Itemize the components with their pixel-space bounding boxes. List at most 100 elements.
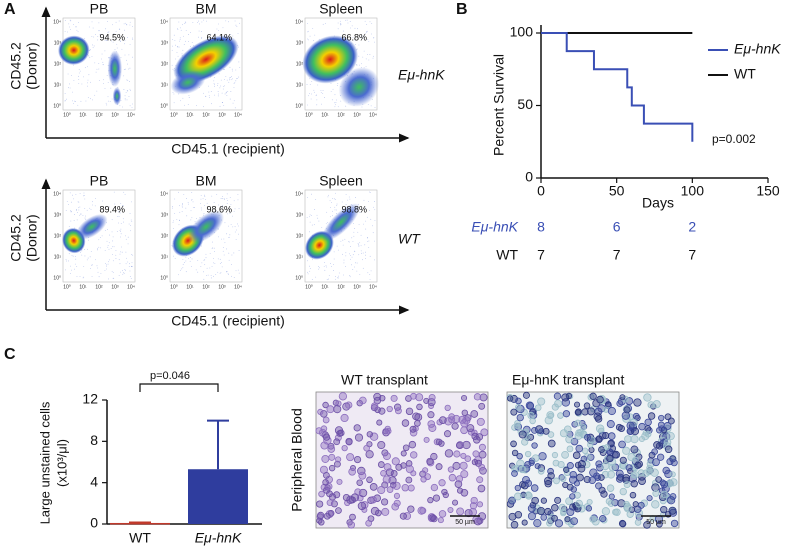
cell (527, 504, 536, 513)
cell (669, 471, 676, 478)
cell (546, 519, 553, 527)
cell (363, 444, 370, 452)
flow-tick-label: 10¹ (161, 82, 169, 88)
event-dot (318, 268, 320, 270)
event-dot (343, 262, 345, 264)
event-dot (185, 40, 186, 42)
event-dot (217, 93, 219, 95)
event-dot (113, 33, 115, 35)
event-dot (221, 238, 222, 240)
flow-tick-label: 10⁴ (234, 112, 242, 118)
event-dot (339, 20, 341, 22)
event-dot (73, 80, 75, 81)
event-dot (100, 237, 101, 238)
flow-tick-label: 10³ (218, 284, 226, 290)
event-dot (92, 44, 93, 46)
event-dot (333, 198, 335, 200)
cell (601, 462, 610, 471)
event-dot (349, 198, 351, 200)
event-dot (363, 199, 365, 201)
flow-tick-label: 10³ (54, 40, 62, 46)
event-dot (118, 211, 119, 213)
event-dot (72, 100, 73, 102)
cell (350, 493, 360, 502)
event-dot (174, 198, 176, 200)
event-dot (107, 246, 109, 248)
flow-tick-label: 10² (337, 112, 345, 118)
cell (646, 464, 653, 472)
cell (408, 440, 417, 449)
density-cloud (338, 67, 380, 107)
event-dot (237, 33, 239, 34)
event-dot (233, 200, 235, 202)
event-dot (307, 271, 308, 273)
event-dot (346, 19, 348, 21)
cell (348, 467, 357, 476)
event-dot (343, 274, 345, 276)
event-dot (70, 201, 72, 203)
cell (366, 476, 373, 484)
event-dot (98, 246, 100, 248)
cell (668, 506, 677, 515)
event-dot (184, 262, 185, 263)
event-dot (73, 198, 75, 200)
event-dot (230, 91, 232, 92)
cell (427, 420, 436, 428)
event-dot (108, 261, 110, 263)
event-dot (332, 88, 334, 90)
cell (554, 399, 562, 408)
cell (345, 437, 353, 446)
flow-tick-label: 10² (161, 61, 169, 67)
event-dot (125, 91, 127, 93)
event-dot (229, 77, 230, 79)
cell (551, 451, 559, 459)
event-dot (358, 55, 360, 57)
event-dot (212, 247, 214, 249)
event-dot (198, 30, 200, 32)
event-dot (372, 225, 373, 227)
event-dot (111, 40, 113, 42)
event-dot (365, 258, 366, 259)
event-dot (201, 38, 202, 40)
flow-tick-label: 10³ (54, 212, 62, 218)
event-dot (182, 97, 184, 99)
event-dot (204, 194, 205, 196)
event-dot (67, 31, 68, 33)
cell (669, 478, 678, 487)
flow-tick-label: 10¹ (321, 284, 329, 290)
x-axis-label: Days (642, 195, 674, 211)
cell (353, 424, 361, 432)
event-dot (213, 202, 215, 203)
cell (377, 461, 385, 468)
event-dot (78, 22, 79, 24)
cell (454, 480, 463, 488)
cell (526, 402, 535, 410)
cell (531, 496, 539, 505)
event-dot (123, 75, 125, 77)
cell (381, 498, 389, 506)
cell (544, 507, 552, 516)
y-axis-label: Percent Survival (491, 54, 507, 156)
cell (370, 402, 379, 410)
event-dot (367, 272, 369, 274)
event-dot (73, 103, 74, 104)
cell (429, 514, 437, 522)
event-dot (210, 277, 212, 279)
flow-tick-label: 10⁴ (160, 191, 168, 197)
event-dot (129, 81, 130, 82)
event-dot (91, 99, 93, 101)
event-dot (90, 98, 91, 100)
cell (630, 434, 639, 444)
cell (400, 450, 407, 457)
cell (554, 519, 564, 528)
event-dot (128, 54, 130, 56)
bar (110, 522, 170, 525)
event-dot (203, 19, 205, 21)
event-dot (73, 220, 75, 221)
x-tick-label: Eμ-hnK (195, 530, 242, 546)
event-dot (237, 269, 239, 271)
event-dot (91, 21, 93, 23)
event-dot (220, 79, 222, 81)
cell (566, 462, 574, 470)
cell (515, 404, 522, 411)
